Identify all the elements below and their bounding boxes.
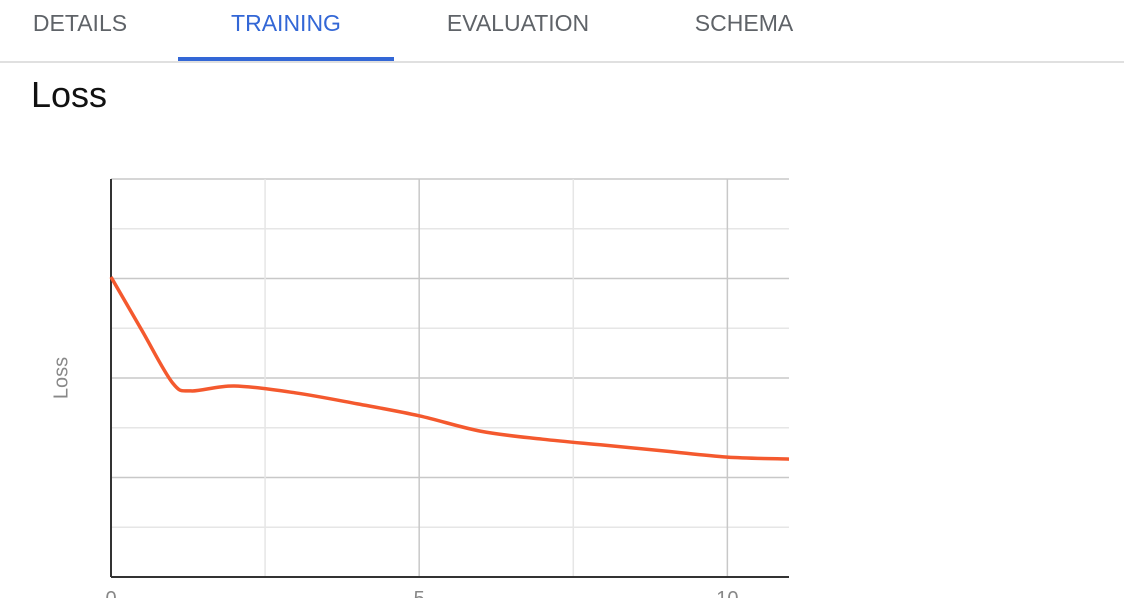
line-series (109, 276, 790, 461)
tab[interactable]: EVALUATION (446, 10, 590, 36)
tab[interactable]: DETAILS (32, 10, 128, 36)
x-tick-label: 10 (716, 588, 738, 598)
tab[interactable]: TRAINING (231, 10, 341, 36)
x-tick-label: 0 (105, 588, 116, 598)
x-tick-label: 5 (414, 588, 425, 598)
y-axis-label: Loss (50, 357, 72, 399)
section-title: Loss (31, 74, 108, 115)
tab-divider (0, 61, 1124, 63)
active-tab-indicator (178, 57, 394, 61)
tab[interactable]: SCHEMA (694, 10, 794, 36)
